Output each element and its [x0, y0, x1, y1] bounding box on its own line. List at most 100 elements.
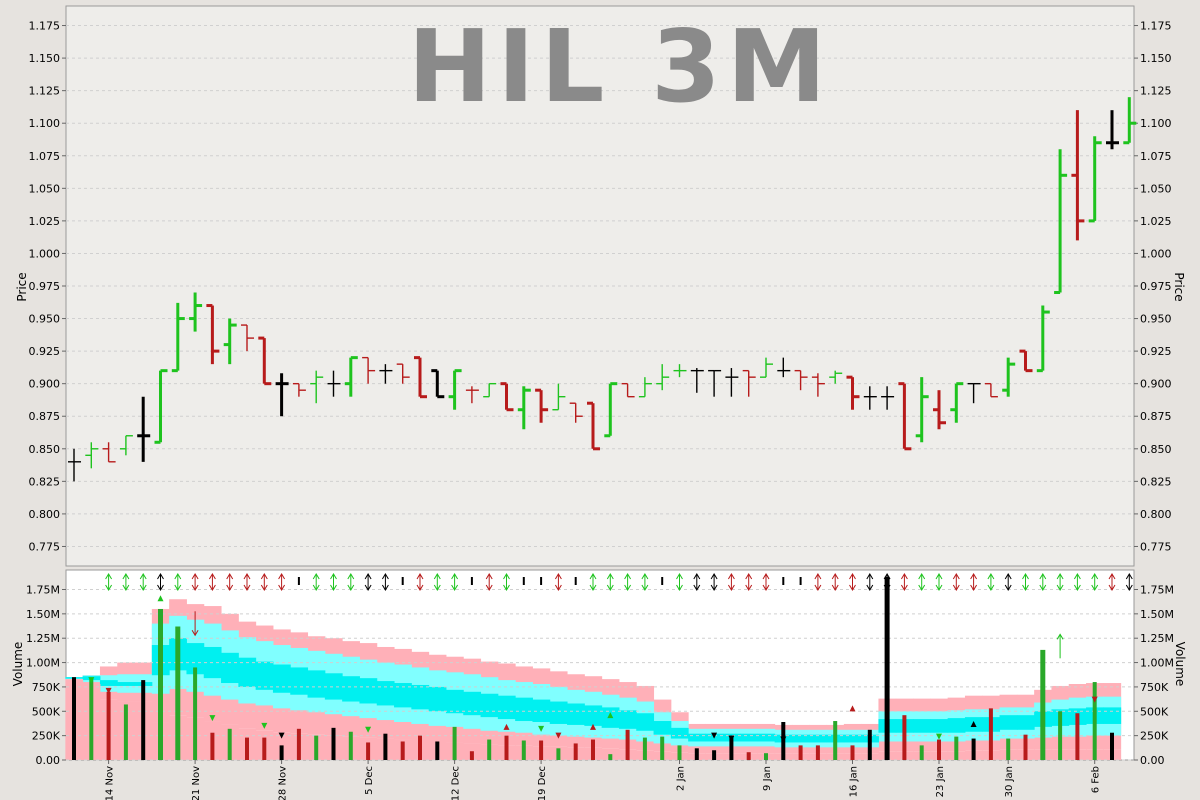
top-marker	[485, 573, 493, 591]
volume-bar	[1092, 682, 1097, 760]
price-tick-label: 1.000	[29, 247, 61, 260]
ohlc-bar	[310, 370, 324, 404]
volume-band-core	[428, 686, 447, 712]
signal-triangle	[365, 726, 372, 733]
top-marker	[624, 573, 632, 591]
signal-triangle	[88, 677, 95, 684]
volume-tick-label: 1.00M	[1140, 657, 1174, 670]
volume-bar	[660, 736, 665, 760]
price-tick-label: 1.125	[29, 85, 61, 98]
price-tick-label: 0.900	[1140, 378, 1172, 391]
top-marker-head-down	[866, 584, 874, 591]
top-marker	[554, 573, 562, 591]
signal-triangle	[209, 715, 216, 722]
volume-tick-label: 1.75M	[26, 583, 60, 596]
ohlc-bar	[621, 382, 635, 398]
top-marker-head-up	[1056, 573, 1064, 580]
top-marker-head-up	[710, 573, 718, 580]
ohlc-bar	[829, 370, 843, 384]
top-marker	[347, 573, 355, 591]
ohlc-bar	[898, 382, 912, 451]
ohlc-bar	[483, 382, 497, 398]
top-marker-head-up	[1039, 573, 1047, 580]
top-marker-head-up	[330, 573, 337, 580]
top-marker-head-up	[451, 573, 459, 580]
top-marker-head-up	[641, 573, 649, 580]
signal-triangle	[105, 687, 112, 694]
signal-triangle	[555, 732, 562, 739]
top-marker-head-down	[485, 584, 493, 591]
volume-bar	[1075, 713, 1080, 760]
volume-bar	[746, 752, 751, 760]
top-marker	[762, 573, 770, 591]
ohlc-bar	[742, 369, 756, 397]
price-axis-label-right: Price	[1172, 272, 1186, 301]
top-marker-head-down	[451, 584, 459, 591]
ohlc-bar	[241, 324, 254, 352]
top-marker-head-up	[831, 573, 839, 580]
top-marker	[1039, 573, 1047, 591]
volume-bar	[158, 608, 163, 760]
volume-band-core	[567, 703, 585, 725]
volume-tick-label: 1.50M	[26, 608, 60, 621]
ohlc-bar	[690, 368, 704, 393]
volume-tick-label: 0.00	[1140, 754, 1165, 767]
top-marker	[1091, 573, 1099, 591]
top-marker	[503, 573, 510, 591]
ohlc-bar	[206, 304, 220, 365]
volume-bar	[712, 750, 717, 760]
top-marker	[641, 573, 649, 591]
date-tick-label: 28 Nov	[278, 766, 289, 800]
volume-bar	[902, 715, 907, 760]
ohlc-bar	[1123, 97, 1137, 145]
signal-triangle	[936, 733, 942, 740]
top-marker-head-up	[745, 573, 753, 580]
volume-band-core	[463, 691, 482, 716]
volume-bar	[937, 739, 941, 760]
volume-band-core	[117, 682, 136, 686]
top-marker-head-down	[122, 584, 130, 591]
volume-bar	[833, 721, 838, 760]
price-tick-label: 1.025	[29, 215, 61, 228]
top-marker-head-down	[226, 584, 234, 591]
ohlc-bar	[846, 375, 860, 410]
ohlc-bar	[500, 382, 514, 412]
volume-band-core	[688, 733, 706, 742]
top-marker-head-down	[952, 584, 960, 591]
ohlc-bar	[1036, 305, 1050, 373]
top-marker-head-up	[727, 573, 735, 580]
volume-band-core	[290, 667, 309, 695]
volume-bar	[729, 735, 734, 760]
signal-triangle	[849, 705, 856, 712]
ohlc-bar	[258, 336, 272, 386]
price-tick-label: 1.075	[29, 150, 61, 163]
price-tick-label: 1.150	[29, 52, 61, 65]
top-marker	[849, 573, 856, 591]
date-axis: 14 Nov 21 Nov 28 Nov 5 Dec 12 Dec 19 Dec 2 Jan…	[105, 760, 1102, 800]
top-marker-head-down	[727, 584, 735, 591]
volume-band-core	[445, 689, 464, 714]
top-marker	[416, 573, 424, 591]
price-tick-label: 0.875	[29, 410, 61, 423]
price-tick-label: 1.050	[29, 182, 61, 195]
volume-bar	[296, 728, 301, 760]
signal-triangle	[261, 722, 268, 729]
top-marker-head-down	[139, 584, 147, 591]
price-tick-label: 1.150	[1140, 52, 1172, 65]
volume-band-core	[549, 701, 568, 724]
volume-band-core	[394, 683, 412, 708]
ohlc-bar	[587, 401, 600, 451]
volume-bar	[106, 691, 111, 760]
top-marker-head-down	[1039, 584, 1047, 591]
top-marker-head-down	[918, 584, 926, 591]
top-marker-head-down	[831, 584, 839, 591]
top-marker-head-down	[935, 584, 943, 591]
volume-gridlines	[66, 588, 1134, 761]
price-tick-label: 0.975	[1140, 280, 1172, 293]
top-marker-head-down	[693, 584, 701, 591]
top-marker-head-down	[191, 584, 199, 591]
price-tick-label: 0.850	[1140, 443, 1172, 456]
price-tick-label: 0.825	[1140, 475, 1172, 488]
top-marker-head-down	[278, 584, 286, 591]
top-marker	[208, 573, 216, 591]
